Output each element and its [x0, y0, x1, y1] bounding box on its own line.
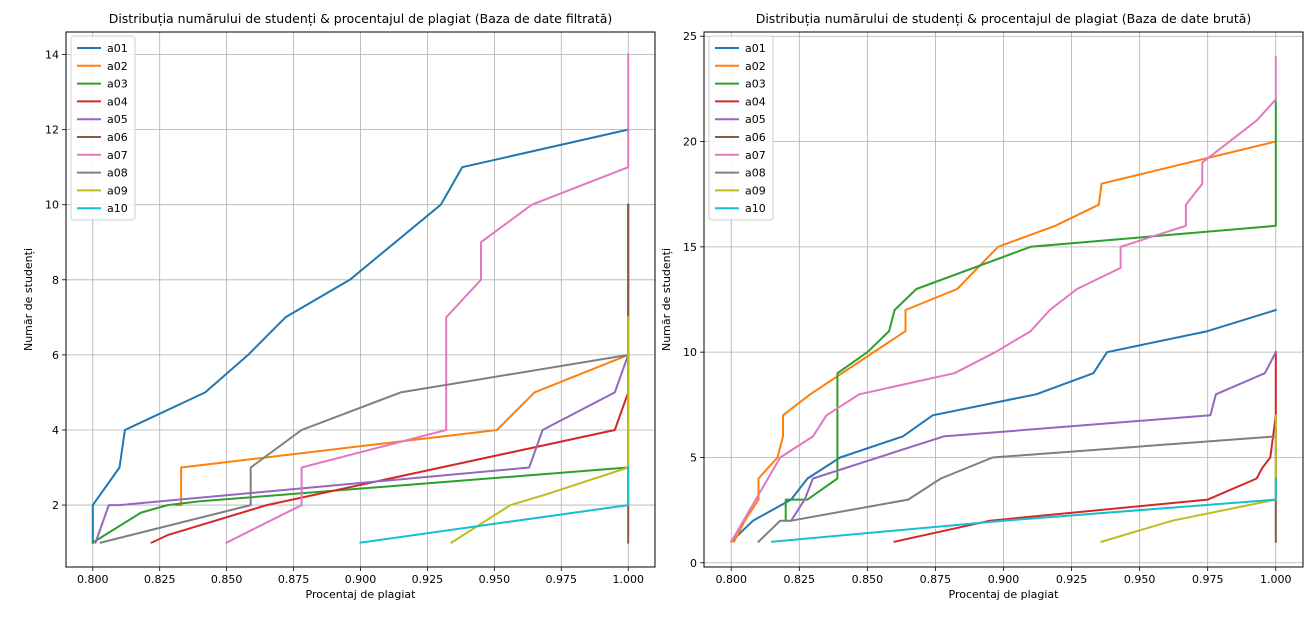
x-ticks: 0.800 0.825 0.850 0.875 0.900 0.925 0.950 0.975…: [715, 567, 1292, 586]
series-line-a07: [225, 53, 630, 544]
y-ticks: 0 5 10 15 20 25: [683, 30, 704, 570]
series-line-a08: [757, 435, 1277, 544]
y-tick-label: 14: [45, 49, 59, 62]
legend-label: a06: [107, 131, 128, 144]
x-tick-label: 0.950: [1124, 573, 1156, 586]
chart-title: Distribuția numărului de studenți & proc…: [109, 11, 613, 26]
x-tick-label: 0.875: [278, 573, 310, 586]
series-line-a09: [1100, 414, 1277, 543]
legend-label: a02: [745, 60, 766, 73]
legend-label: a07: [745, 149, 766, 162]
x-tick-label: 0.925: [412, 573, 444, 586]
legend-label: a03: [107, 78, 128, 91]
x-ticks: 0.800 0.825 0.850 0.875 0.900 0.925 0.950 0.975…: [77, 567, 644, 586]
y-tick-label: 5: [690, 451, 697, 464]
legend-label: a05: [107, 113, 128, 126]
legend: a01 a02 a03 a04 a05 a06 a07 a08 a09 a10: [70, 35, 136, 221]
series-line-a02: [732, 140, 1278, 544]
x-tick-label: 0.900: [988, 573, 1020, 586]
grid: [66, 32, 655, 567]
legend-label: a06: [745, 131, 766, 144]
chart-title: Distribuția numărului de studenți & proc…: [756, 11, 1252, 26]
legend: a01 a02 a03 a04 a05 a06 a07 a08 a09 a10: [708, 35, 774, 221]
axes-frame: [65, 31, 656, 568]
series-line-a03: [91, 466, 630, 544]
y-axis-label: Număr de studenți: [22, 248, 35, 351]
legend-label: a08: [745, 167, 766, 180]
y-tick-label: 2: [52, 499, 59, 512]
series-line-a01: [91, 128, 630, 544]
series-lines: [729, 56, 1278, 544]
x-tick-label: 0.925: [1056, 573, 1088, 586]
legend-label: a07: [107, 149, 128, 162]
x-tick-label: 0.800: [715, 573, 747, 586]
legend-label: a08: [107, 167, 128, 180]
series-line-a10: [771, 477, 1277, 543]
series-lines: [91, 53, 630, 544]
legend-label: a10: [745, 202, 766, 215]
series-line-a05: [789, 350, 1278, 523]
series-line-a08: [99, 353, 630, 544]
legend-label: a03: [745, 78, 766, 91]
x-tick-label: 0.975: [546, 573, 578, 586]
legend-label: a09: [745, 184, 766, 197]
y-tick-label: 8: [52, 274, 59, 287]
x-tick-label: 0.850: [852, 573, 884, 586]
legend-box: [70, 35, 136, 221]
y-tick-label: 10: [683, 346, 697, 359]
x-tick-label: 0.900: [345, 573, 377, 586]
chart-panel-1: 0.800 0.825 0.850 0.875 0.900 0.925 0.950 0.975…: [22, 11, 656, 601]
legend-label: a09: [107, 184, 128, 197]
y-tick-label: 6: [52, 349, 59, 362]
y-tick-label: 4: [52, 424, 59, 437]
x-tick-label: 0.950: [479, 573, 511, 586]
series-line-a05: [94, 353, 630, 544]
x-tick-label: 0.975: [1192, 573, 1224, 586]
legend-label: a02: [107, 60, 128, 73]
x-tick-label: 0.850: [211, 573, 243, 586]
series-line-a09: [450, 316, 630, 544]
legend-label: a01: [107, 42, 128, 55]
legend-label: a10: [107, 202, 128, 215]
series-line-a04: [893, 351, 1277, 543]
x-tick-label: 0.800: [77, 573, 109, 586]
series-line-a10: [359, 466, 630, 544]
legend-label: a04: [107, 95, 128, 108]
series-line-a07: [729, 56, 1277, 544]
y-tick-label: 25: [683, 30, 697, 43]
axes-frame: [703, 31, 1304, 568]
x-axis-label: Procentaj de plagiat: [306, 588, 417, 601]
y-tick-label: 20: [683, 136, 697, 149]
x-tick-label: 1.000: [1260, 573, 1292, 586]
legend-label: a05: [745, 113, 766, 126]
y-tick-label: 0: [690, 557, 697, 570]
chart-panel-2: 0.800 0.825 0.850 0.875 0.900 0.925 0.950 0.975…: [660, 11, 1304, 601]
legend-box: [708, 35, 774, 221]
y-ticks: 2 4 6 8 10 12 14: [45, 49, 66, 512]
y-tick-label: 12: [45, 124, 59, 137]
x-tick-label: 1.000: [612, 573, 644, 586]
x-tick-label: 0.875: [920, 573, 952, 586]
y-tick-label: 15: [683, 241, 697, 254]
x-tick-label: 0.825: [784, 573, 816, 586]
legend-label: a01: [745, 42, 766, 55]
x-tick-label: 0.825: [144, 573, 176, 586]
series-line-a02: [174, 353, 630, 507]
grid: [704, 32, 1303, 567]
legend-label: a04: [745, 95, 766, 108]
x-axis-label: Procentaj de plagiat: [949, 588, 1060, 601]
y-tick-label: 10: [45, 199, 59, 212]
y-axis-label: Număr de studenți: [660, 248, 673, 351]
